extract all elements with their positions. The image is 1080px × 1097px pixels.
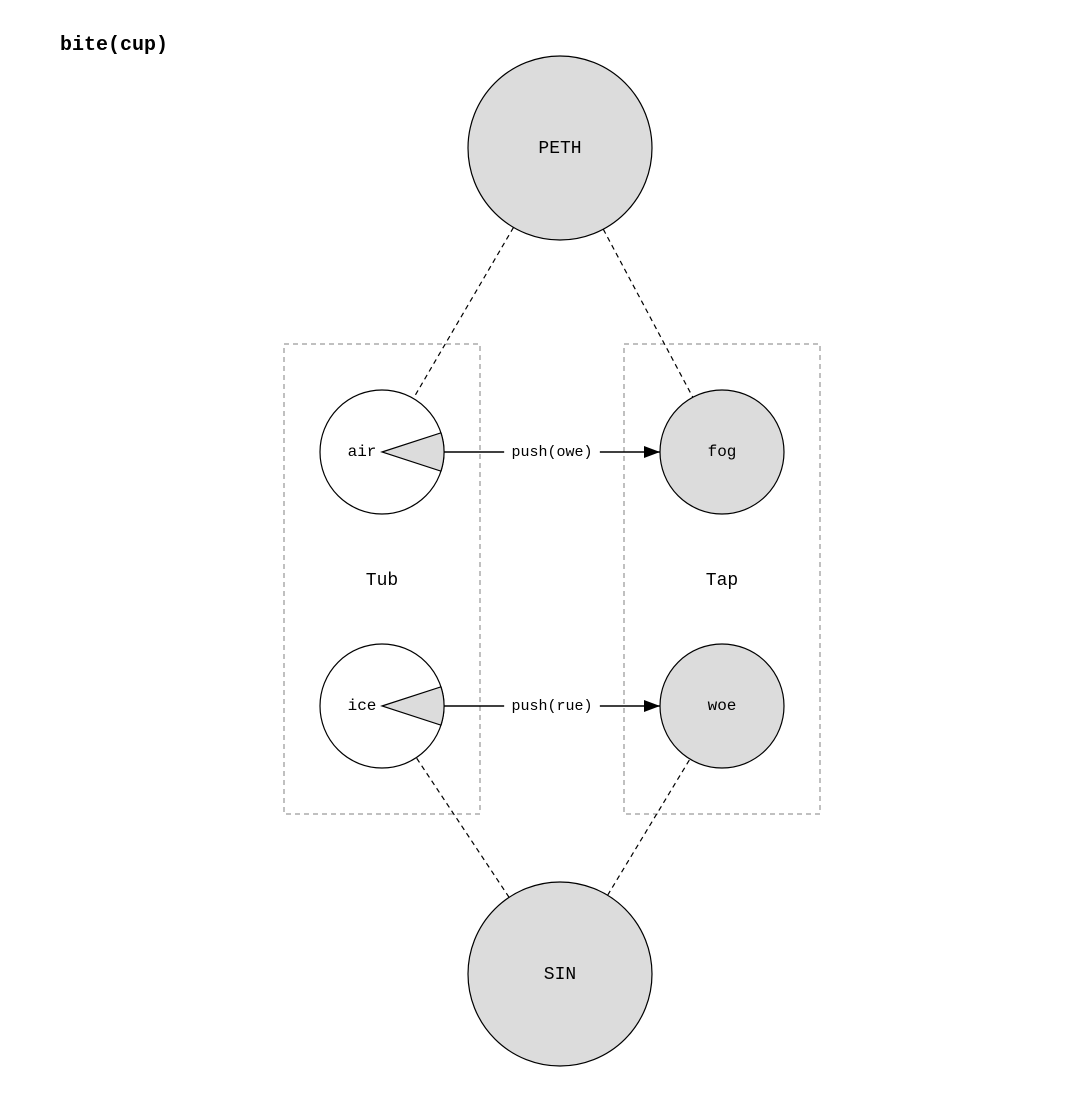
edge-sin-woe — [608, 759, 690, 895]
node-sin: SIN — [468, 882, 652, 1066]
group-label-tap: Tap — [706, 571, 738, 591]
node-label-peth: PETH — [538, 139, 581, 159]
group-label-tub: Tub — [366, 571, 398, 591]
node-label-fog: fog — [708, 443, 737, 461]
arrow-label-air-fog: push(owe) — [511, 444, 592, 461]
node-label-sin: SIN — [544, 965, 576, 985]
node-label-woe: woe — [708, 697, 737, 715]
node-air: air — [320, 390, 444, 514]
node-ice: ice — [320, 644, 444, 768]
node-label-ice: ice — [348, 697, 377, 715]
arrow-label-ice-woe: push(rue) — [511, 698, 592, 715]
diagram-canvas: bite(cup) push(owe) push(rue) PETH SIN air ice… — [0, 0, 1080, 1097]
node-peth: PETH — [468, 56, 652, 240]
edge-sin-ice — [416, 758, 509, 898]
diagram-title: bite(cup) — [60, 34, 168, 57]
node-fog: fog — [660, 390, 784, 514]
edge-peth-air — [413, 227, 513, 398]
node-woe: woe — [660, 644, 784, 768]
node-label-air: air — [348, 443, 377, 461]
edge-peth-fog — [603, 229, 693, 397]
